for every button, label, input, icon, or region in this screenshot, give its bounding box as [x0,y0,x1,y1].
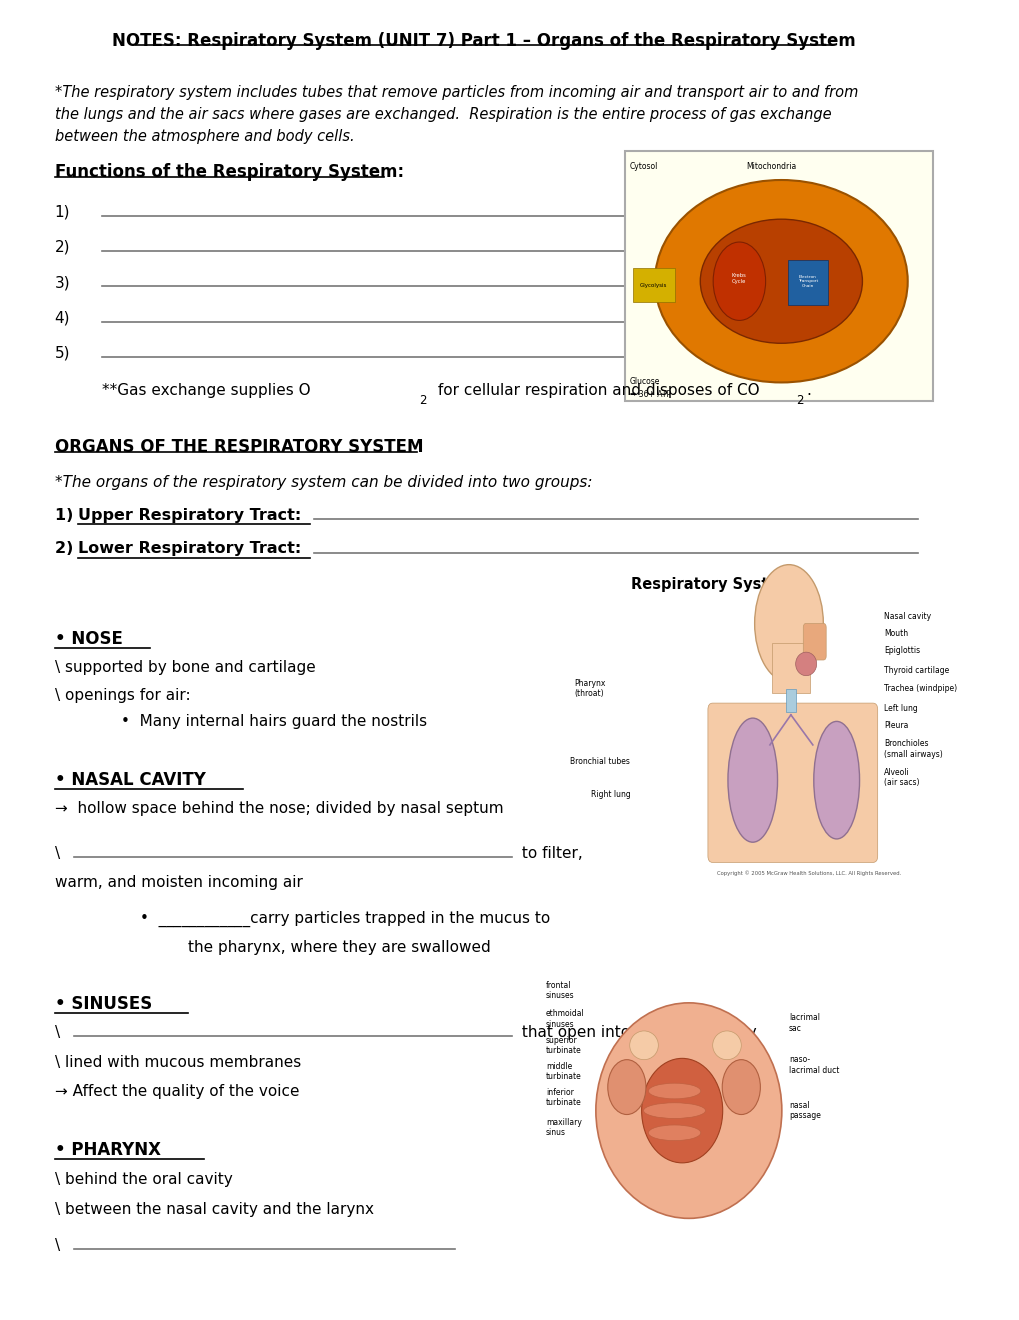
Text: •  ____________carry particles trapped in the mucus to: • ____________carry particles trapped in… [141,911,550,927]
Text: \ between the nasal cavity and the larynx: \ between the nasal cavity and the laryn… [55,1203,373,1217]
Text: frontal
sinuses: frontal sinuses [545,981,574,1001]
Text: Mouth: Mouth [883,630,908,639]
FancyBboxPatch shape [788,260,827,305]
Ellipse shape [728,718,776,842]
Text: • NASAL CAVITY: • NASAL CAVITY [55,771,205,789]
Text: lacrimal
sac: lacrimal sac [789,1014,819,1032]
Ellipse shape [607,1060,645,1114]
Text: Epiglottis: Epiglottis [883,647,919,655]
Text: Functions of the Respiratory System:: Functions of the Respiratory System: [55,162,404,181]
Text: that open into the nasal cavity: that open into the nasal cavity [517,1024,756,1040]
Text: 1): 1) [55,507,78,523]
Text: Lower Respiratory Tract:: Lower Respiratory Tract: [78,541,302,557]
Text: 2): 2) [55,240,70,255]
Text: 3): 3) [55,275,70,290]
Text: Electron
Transport
Chain: Electron Transport Chain [797,275,817,288]
Text: *The respiratory system includes tubes that remove particles from incoming air a: *The respiratory system includes tubes t… [55,86,857,144]
Text: \ supported by bone and cartilage: \ supported by bone and cartilage [55,660,315,676]
Text: \ lined with mucous membranes: \ lined with mucous membranes [55,1055,301,1069]
FancyBboxPatch shape [771,643,809,693]
Text: NOTES: Respiratory System (UNIT 7) Part 1 – Organs of the Respiratory System: NOTES: Respiratory System (UNIT 7) Part … [112,32,855,50]
Ellipse shape [754,565,822,682]
Text: Mitochondria: Mitochondria [745,162,796,170]
Ellipse shape [648,1125,700,1140]
Text: ➡ 36+ ATP: ➡ 36+ ATP [629,391,671,400]
Text: Pharynx
(throat): Pharynx (throat) [574,678,605,698]
Text: →  hollow space behind the nose; divided by nasal septum: → hollow space behind the nose; divided … [55,801,502,816]
Text: 1): 1) [55,205,70,219]
Text: for cellular respiration and disposes of CO: for cellular respiration and disposes of… [433,383,759,399]
Ellipse shape [712,242,765,321]
Ellipse shape [813,722,859,840]
Text: ethmoidal
sinuses: ethmoidal sinuses [545,1010,584,1028]
Text: \ openings for air:: \ openings for air: [55,688,191,702]
Ellipse shape [712,1031,741,1060]
Text: Cytosol: Cytosol [629,162,657,170]
Text: Thyroid cartilage: Thyroid cartilage [883,667,949,675]
Text: Alveoli
(air sacs): Alveoli (air sacs) [883,768,919,787]
Text: → Affect the quality of the voice: → Affect the quality of the voice [55,1084,299,1098]
Text: inferior
turbinate: inferior turbinate [545,1088,581,1107]
Text: Bronchioles
(small airways): Bronchioles (small airways) [883,739,943,759]
Text: • PHARYNX: • PHARYNX [55,1140,160,1159]
Text: Nasal cavity: Nasal cavity [883,612,930,622]
Text: middle
turbinate: middle turbinate [545,1061,581,1081]
Text: \: \ [55,846,60,861]
Text: 2: 2 [419,393,426,407]
FancyBboxPatch shape [632,268,674,302]
Ellipse shape [648,1084,700,1098]
Text: naso-
lacrimal duct: naso- lacrimal duct [789,1055,839,1074]
Text: Left lung: Left lung [883,704,917,713]
Text: nasal
passage: nasal passage [789,1101,820,1121]
FancyBboxPatch shape [786,689,795,713]
Ellipse shape [654,180,907,383]
FancyBboxPatch shape [625,150,932,401]
Text: 4): 4) [55,310,70,325]
Text: Bronchial tubes: Bronchial tubes [569,758,629,767]
Text: Glycolysis: Glycolysis [639,282,666,288]
Ellipse shape [795,652,816,676]
Text: \: \ [55,1238,60,1253]
Text: Copyright © 2005 McGraw Health Solutions, LLC. All Rights Reserved.: Copyright © 2005 McGraw Health Solutions… [716,870,901,875]
Ellipse shape [595,1003,782,1218]
Text: Krebs
Cycle: Krebs Cycle [732,273,746,284]
Ellipse shape [700,219,862,343]
Text: *The organs of the respiratory system can be divided into two groups:: *The organs of the respiratory system ca… [55,475,592,490]
Ellipse shape [629,1031,657,1060]
Text: the pharynx, where they are swallowed: the pharynx, where they are swallowed [187,940,490,954]
FancyBboxPatch shape [803,623,825,660]
Text: 2: 2 [795,393,802,407]
Text: 5): 5) [55,346,70,360]
Text: warm, and moisten incoming air: warm, and moisten incoming air [55,875,303,890]
Ellipse shape [641,1059,722,1163]
Text: Pleura: Pleura [883,721,908,730]
Text: Glucose: Glucose [629,378,659,387]
FancyBboxPatch shape [707,704,876,862]
Text: Right lung: Right lung [590,791,630,799]
Text: •  Many internal hairs guard the nostrils: • Many internal hairs guard the nostrils [121,714,427,729]
Text: Trachea (windpipe): Trachea (windpipe) [883,684,957,693]
Text: ORGANS OF THE RESPIRATORY SYSTEM: ORGANS OF THE RESPIRATORY SYSTEM [55,438,423,457]
Text: maxillary
sinus: maxillary sinus [545,1118,581,1138]
Text: .: . [805,383,810,399]
Text: **Gas exchange supplies O: **Gas exchange supplies O [102,383,311,399]
Text: 2): 2) [55,541,78,557]
Text: \: \ [55,1024,60,1040]
Text: to filter,: to filter, [517,846,582,861]
Text: Upper Respiratory Tract:: Upper Respiratory Tract: [78,507,302,523]
Text: superior
turbinate: superior turbinate [545,1036,581,1055]
Text: Respiratory System: Respiratory System [631,577,793,591]
Text: • NOSE: • NOSE [55,630,122,648]
Ellipse shape [643,1102,705,1118]
Text: • SINUSES: • SINUSES [55,994,152,1012]
Ellipse shape [721,1060,759,1114]
Text: \ behind the oral cavity: \ behind the oral cavity [55,1172,232,1187]
